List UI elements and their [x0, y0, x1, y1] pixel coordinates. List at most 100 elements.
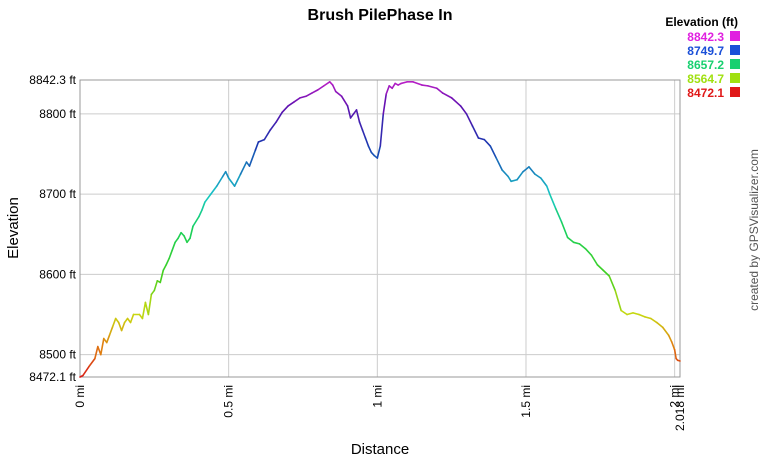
elevation-segment — [608, 275, 616, 292]
elevation-segment — [159, 269, 165, 284]
elevation-segment — [650, 317, 658, 324]
elevation-segment — [572, 241, 581, 245]
elevation-segment — [412, 81, 423, 86]
elevation-segment — [441, 92, 453, 99]
legend: Elevation (ft) 8842.38749.78657.28564.78… — [665, 15, 740, 100]
elevation-segment — [566, 236, 575, 244]
elevation-segment — [100, 337, 105, 356]
elevation-segment — [477, 137, 486, 141]
elevation-segment — [189, 225, 194, 240]
elevation-segment — [584, 247, 593, 256]
elevation-segment — [311, 89, 319, 94]
elevation-segment — [215, 175, 224, 187]
elevation-segment — [459, 105, 468, 115]
elevation-segment — [349, 113, 355, 119]
elevation-segment — [548, 193, 557, 210]
elevation-segment — [287, 101, 295, 107]
elevation-segment — [501, 169, 509, 178]
elevation-segment — [147, 293, 153, 316]
elevation-segment — [522, 166, 530, 173]
elevation-segment — [355, 109, 361, 123]
elevation-segment — [602, 269, 611, 277]
elevation-segment — [450, 97, 462, 107]
elevation-segment — [545, 185, 551, 195]
elevation-line — [79, 81, 681, 378]
elevation-segment — [358, 121, 364, 131]
elevation-segment — [257, 138, 266, 143]
elevation-segment — [120, 321, 126, 332]
legend-swatch — [730, 31, 740, 41]
elevation-segment — [317, 85, 325, 91]
elevation-segment — [614, 289, 622, 312]
elevation-segment — [427, 85, 438, 90]
elevation-segment — [186, 237, 191, 244]
elevation-segment — [192, 215, 200, 228]
elevation-segment — [263, 129, 272, 141]
elevation-segment — [465, 113, 474, 127]
elevation-segment — [201, 201, 206, 212]
elevation-segment — [391, 82, 396, 90]
elevation-segment — [275, 111, 283, 123]
legend-entry-label: 8564.7 — [687, 72, 724, 86]
elevation-segment — [507, 175, 512, 183]
elevation-segment — [376, 145, 382, 159]
elevation-segment — [554, 207, 563, 224]
legend-swatch — [730, 87, 740, 97]
elevation-segment — [540, 177, 548, 187]
elevation-segment — [210, 185, 218, 195]
plot-area — [79, 79, 681, 378]
elevation-segment — [379, 113, 385, 147]
elevation-segment — [281, 105, 289, 114]
x-tick-label: 2 mi — [668, 385, 682, 408]
elevation-segment — [331, 84, 337, 93]
x-tick-label: 2.018 mi — [673, 385, 687, 431]
elevation-segment — [560, 221, 569, 239]
elevation-segment — [495, 157, 504, 171]
elevation-segment — [162, 263, 168, 272]
elevation-segment — [596, 263, 605, 272]
elevation-segment — [620, 309, 628, 316]
elevation-segment — [204, 193, 212, 203]
elevation-segment — [108, 325, 114, 336]
legend-entry-label: 8657.2 — [687, 58, 724, 72]
elevation-segment — [385, 85, 391, 95]
y-tick-label: 8700 ft — [39, 187, 76, 201]
elevation-segment — [364, 137, 370, 147]
elevation-segment — [254, 141, 260, 151]
elevation-segment — [248, 149, 257, 167]
legend-entry-label: 8842.3 — [687, 30, 724, 44]
elevation-segment — [334, 90, 343, 98]
y-tick-label: 8500 ft — [39, 348, 76, 362]
y-tick-label: 8472.1 ft — [29, 370, 76, 384]
elevation-segment — [534, 173, 542, 179]
elevation-segment — [632, 312, 640, 316]
elevation-segment — [94, 345, 99, 360]
elevation-segment — [105, 333, 111, 344]
x-axis-ticks: 0 mi 0.5 mi 1 mi 1.5 mi 2 mi2.018 mi — [73, 385, 687, 431]
elevation-segment — [421, 84, 429, 87]
elevation-segment — [114, 317, 120, 324]
elevation-segment — [346, 105, 352, 119]
elevation-segment — [239, 161, 248, 175]
elevation-segment — [165, 257, 170, 266]
elevation-segment — [150, 289, 156, 296]
credit-text: created by GPSVisualizer.com — [747, 149, 760, 311]
elevation-segment — [323, 81, 331, 87]
elevation-segment — [141, 301, 147, 320]
x-tick-label: 1 mi — [370, 385, 384, 408]
elevation-segment — [661, 326, 670, 337]
legend-swatch — [730, 73, 740, 83]
elevation-segment — [483, 138, 492, 147]
y-axis-ticks: 8472.1 ft 8500 ft 8600 ft 8700 ft 8800 ft 884… — [29, 73, 76, 384]
elevation-segment — [174, 237, 179, 244]
elevation-segment — [528, 166, 536, 175]
elevation-segment — [644, 316, 652, 320]
elevation-segment — [578, 243, 587, 250]
elevation-segment — [676, 359, 681, 362]
elevation-segment — [224, 170, 230, 179]
chart-title: Brush PilePhase In — [308, 7, 453, 24]
elevation-segment — [171, 241, 176, 252]
legend-title: Elevation (ft) — [665, 15, 738, 29]
y-tick-label: 8842.3 ft — [29, 73, 76, 87]
elevation-segment — [111, 317, 117, 328]
